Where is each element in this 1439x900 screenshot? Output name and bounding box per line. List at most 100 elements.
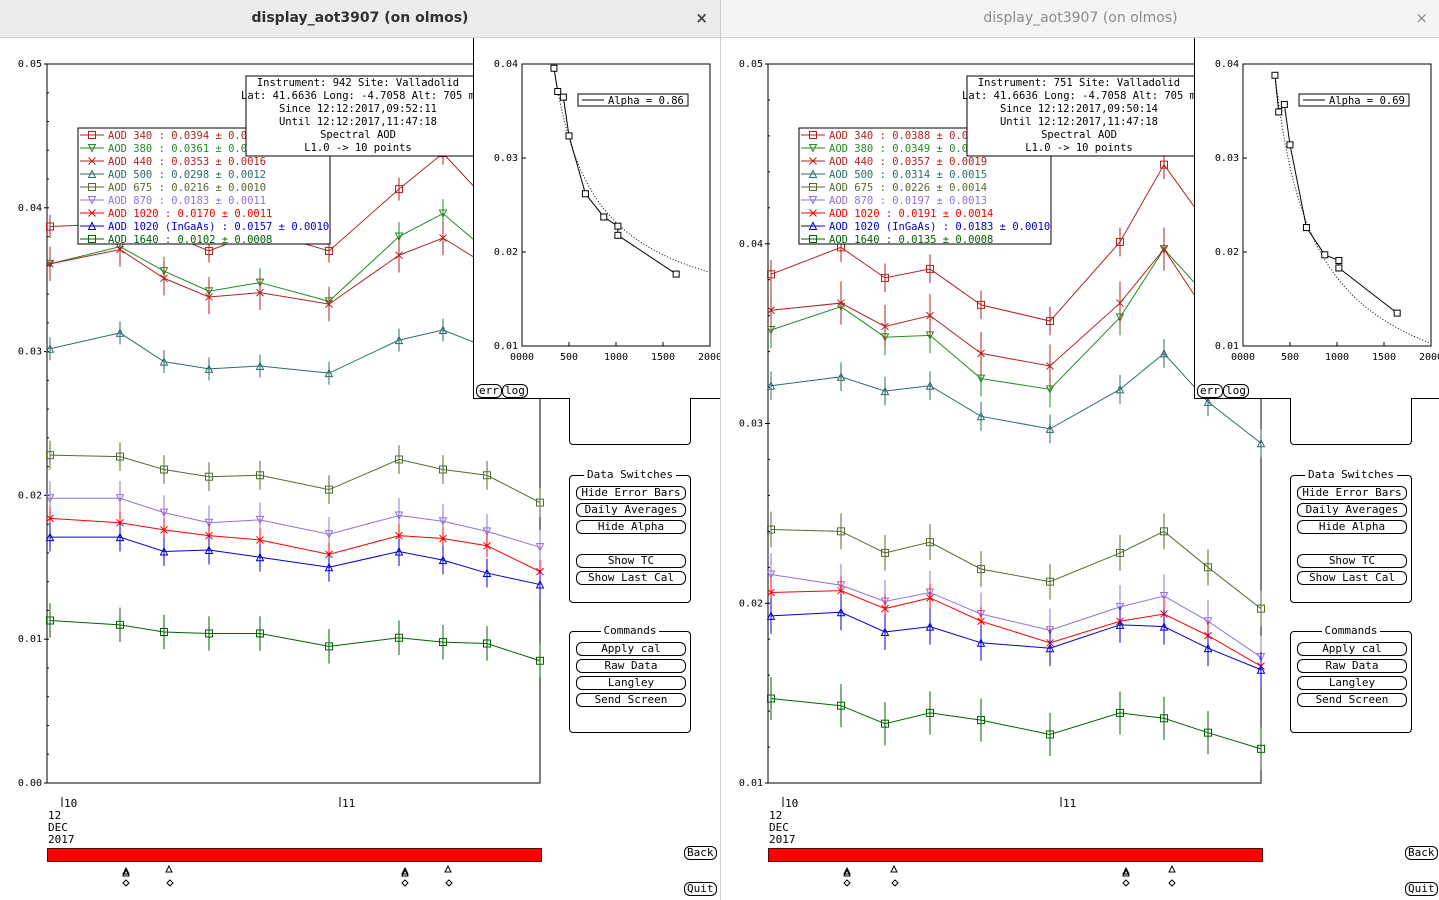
quit-button[interactable]: Quit xyxy=(1405,882,1438,896)
window-titlebar[interactable]: display_aot3907 (on olmos) × xyxy=(721,0,1439,38)
inset-data-point xyxy=(600,213,608,221)
alpha-box xyxy=(577,93,689,107)
hide-alpha-button[interactable]: Hide Alpha xyxy=(576,520,686,534)
commands-title: Commands xyxy=(600,624,660,637)
data-point-triangle-up xyxy=(1159,621,1169,631)
daily-averages-button[interactable]: Daily Averages xyxy=(1297,503,1407,517)
x-tick-label: 11 xyxy=(1063,797,1076,810)
data-point-triangle-up xyxy=(836,372,846,381)
langley-button[interactable]: Langley xyxy=(576,676,686,690)
err-button[interactable]: err xyxy=(476,384,502,398)
y-tick-label: 0.03 xyxy=(739,419,763,430)
series-7 xyxy=(766,594,1266,688)
series-6 xyxy=(46,506,544,584)
close-icon[interactable]: × xyxy=(695,9,708,27)
y-tick-label: 0.00 xyxy=(18,778,42,789)
window-content: 0.05 0.04 0.03 0.02 0.01 0.00 10 11 AOD 340 : 0.… xyxy=(0,38,720,900)
inset-data-point xyxy=(1275,108,1283,116)
date-year: 2017 xyxy=(48,833,75,846)
err-button[interactable]: err xyxy=(1197,384,1223,398)
data-point-triangle-up xyxy=(1159,348,1169,358)
data-point-cross xyxy=(926,311,934,320)
info-line: Lat: 41.6636 Long: -4.7058 Alt: 705 m xyxy=(962,90,1196,102)
marker-diamond-icon xyxy=(1168,879,1176,887)
info-line: Spectral AOD xyxy=(1041,129,1117,141)
hide-error-bars-button[interactable]: Hide Error Bars xyxy=(576,486,686,500)
series-7 xyxy=(45,522,545,599)
data-point-triangle-up xyxy=(1115,384,1125,394)
inset-x-tick-label: 1500 xyxy=(651,352,675,363)
alpha-box xyxy=(1298,93,1410,107)
data-point-triangle-up xyxy=(87,169,97,178)
data-point-triangle-up xyxy=(535,579,545,589)
series-line xyxy=(770,611,1262,671)
hide-error-bars-button[interactable]: Hide Error Bars xyxy=(1297,486,1407,500)
show-tc-button[interactable]: Show TC xyxy=(1297,554,1407,568)
time-range-bar[interactable] xyxy=(768,848,1263,862)
inset-x-tick-label: 0000 xyxy=(510,352,534,363)
info-line: L1.0 -> 10 points xyxy=(1025,142,1132,154)
data-point-triangle-up xyxy=(976,638,986,647)
apply-cal-button[interactable]: Apply cal xyxy=(576,642,686,656)
log-button[interactable]: log xyxy=(502,384,528,398)
status-panel xyxy=(569,398,691,445)
data-point-triangle-up xyxy=(394,546,404,556)
data-point-triangle-up xyxy=(159,546,169,556)
data-point-cross xyxy=(483,541,491,550)
series-6 xyxy=(767,576,1265,681)
inset-data-point xyxy=(1286,141,1294,149)
commands-title: Commands xyxy=(1321,624,1381,637)
marker-diamond-icon xyxy=(166,879,174,887)
inset-y-tick-label: 0.03 xyxy=(1215,153,1239,164)
inset-x-tick-label: 2000 xyxy=(698,352,720,363)
time-range-bar[interactable] xyxy=(47,848,542,862)
data-point-cross xyxy=(809,157,817,165)
langley-button[interactable]: Langley xyxy=(1297,676,1407,690)
data-point-triangle-down xyxy=(159,508,169,518)
inset-x-tick-label: 1000 xyxy=(604,352,628,363)
data-point-triangle-down xyxy=(115,494,125,503)
daily-averages-button[interactable]: Daily Averages xyxy=(576,503,686,517)
data-point-triangle-down xyxy=(482,527,492,536)
show-last-cal-button[interactable]: Show Last Cal xyxy=(1297,571,1407,585)
show-tc-button[interactable]: Show TC xyxy=(576,554,686,568)
back-button[interactable]: Back xyxy=(684,846,717,860)
close-icon[interactable]: × xyxy=(1415,9,1428,27)
data-point-cross xyxy=(88,209,96,217)
legend-label: AOD 1640 : 0.0102 ± 0.0008 xyxy=(108,234,272,246)
data-point-triangle-up xyxy=(880,386,890,396)
inset-fit-curve xyxy=(1274,75,1430,344)
y-tick-label: 0.05 xyxy=(739,59,763,70)
hide-alpha-button[interactable]: Hide Alpha xyxy=(1297,520,1407,534)
data-point-triangle-up xyxy=(159,357,169,366)
data-point-triangle-up xyxy=(255,552,265,562)
data-point-triangle-up xyxy=(766,611,776,620)
marker-triangle-icon xyxy=(843,866,851,877)
series-2 xyxy=(46,220,491,322)
log-button[interactable]: log xyxy=(1223,384,1249,398)
show-last-cal-button[interactable]: Show Last Cal xyxy=(576,571,686,585)
data-point-cross xyxy=(160,526,168,534)
raw-data-button[interactable]: Raw Data xyxy=(576,659,686,673)
back-button[interactable]: Back xyxy=(1405,846,1438,860)
legend-label: AOD 380 : 0.0361 ± 0.0 xyxy=(108,143,247,155)
data-point-square xyxy=(1116,708,1124,717)
info-line: Until 12:12:2017,11:47:18 xyxy=(1000,116,1158,128)
raw-data-button[interactable]: Raw Data xyxy=(1297,659,1407,673)
data-point-triangle-up xyxy=(1256,665,1266,674)
inset-x-tick-label: 500 xyxy=(1281,352,1299,363)
window-titlebar[interactable]: display_aot3907 (on olmos) × xyxy=(0,0,720,38)
apply-cal-button[interactable]: Apply cal xyxy=(1297,642,1407,656)
window-content: 0.05 0.04 0.03 0.02 0.01 10 11 AOD 340 : 0.0388… xyxy=(721,38,1439,900)
send-screen-button[interactable]: Send Screen xyxy=(576,693,686,707)
date-month: DEC xyxy=(48,821,68,834)
data-point-square xyxy=(439,465,447,474)
legend-label: AOD 1020 (InGaAs) : 0.0183 ± 0.0010 xyxy=(829,221,1050,233)
quit-button[interactable]: Quit xyxy=(684,882,717,896)
data-point-square xyxy=(1046,317,1054,326)
legend-label: AOD 1640 : 0.0135 ± 0.0008 xyxy=(829,234,993,246)
y-tick-label: 0.02 xyxy=(739,598,763,609)
data-point-square xyxy=(256,629,264,638)
data-point-square xyxy=(1204,728,1212,737)
send-screen-button[interactable]: Send Screen xyxy=(1297,693,1407,707)
